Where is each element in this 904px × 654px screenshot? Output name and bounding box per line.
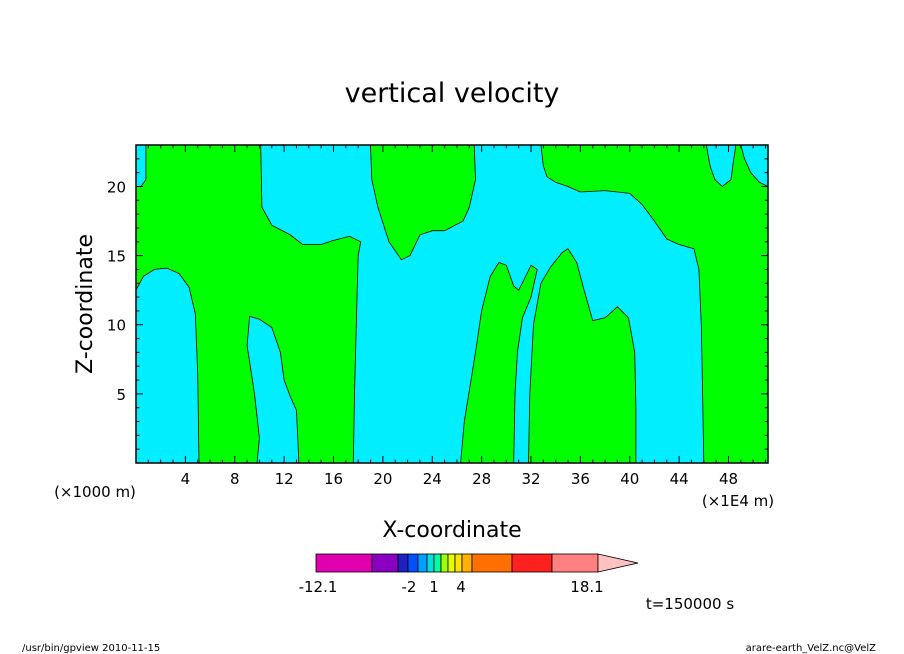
colorbar-swatch bbox=[454, 553, 463, 573]
colorbar-swatch bbox=[371, 553, 399, 573]
footer-right: arare-earth_VelZ.nc@VelZ bbox=[746, 643, 877, 654]
colorbar-tick-label: 4 bbox=[456, 578, 466, 596]
contour-region-2 bbox=[370, 144, 476, 261]
x-tick-label: 44 bbox=[670, 470, 689, 488]
y-tick-label: 15 bbox=[107, 248, 126, 266]
x-tick-label: 36 bbox=[571, 470, 590, 488]
x-tick-label: 8 bbox=[230, 470, 240, 488]
x-tick-label: 12 bbox=[275, 470, 294, 488]
y-tick-label: 5 bbox=[116, 386, 126, 404]
colorbar-swatch bbox=[433, 553, 442, 573]
contour-region-4 bbox=[528, 248, 637, 464]
x-ticks: 4 8 12 16 20 24 28 32 36 40 44 48 bbox=[147, 145, 767, 488]
chart-title: vertical velocity bbox=[345, 78, 560, 109]
contour-region-5 bbox=[540, 144, 769, 464]
x-tick-label: 28 bbox=[472, 470, 491, 488]
contour-regions bbox=[135, 144, 769, 464]
contour-region-3 bbox=[460, 262, 538, 464]
colorbar-tick-label: 1 bbox=[429, 578, 439, 596]
y-ticks: 5 10 15 20 bbox=[107, 158, 768, 450]
colorbar-tick-label: 18.1 bbox=[570, 578, 603, 596]
colorbar-swatch bbox=[426, 553, 435, 573]
plot-frame bbox=[135, 144, 769, 464]
x-unit-right: (×1E4 m) bbox=[702, 492, 774, 510]
x-unit-left: (×1000 m) bbox=[54, 483, 136, 501]
colorbar-swatch bbox=[511, 553, 553, 573]
colorbar-labels: -12.1 -2 1 4 18.1 bbox=[299, 578, 604, 596]
colorbar-swatch bbox=[440, 553, 449, 573]
colorbar-swatch bbox=[315, 553, 373, 573]
colorbar-swatch bbox=[417, 553, 428, 573]
colorbar bbox=[315, 553, 639, 573]
x-tick-label: 16 bbox=[324, 470, 343, 488]
colorbar-swatch bbox=[471, 553, 513, 573]
colorbar-swatch bbox=[447, 553, 456, 573]
colorbar-swatch bbox=[461, 553, 473, 573]
colorbar-tick-label: -12.1 bbox=[299, 578, 338, 596]
colorbar-swatch bbox=[551, 553, 599, 573]
x-axis-label: X-coordinate bbox=[382, 518, 521, 543]
y-tick-label: 20 bbox=[107, 178, 126, 196]
colorbar-swatch bbox=[407, 553, 419, 573]
x-tick-label: 4 bbox=[181, 470, 191, 488]
x-tick-label: 24 bbox=[423, 470, 442, 488]
y-axis-label: Z-coordinate bbox=[73, 234, 98, 374]
x-tick-label: 32 bbox=[521, 470, 540, 488]
y-tick-label: 10 bbox=[107, 317, 126, 335]
x-tick-label: 48 bbox=[719, 470, 738, 488]
time-label: t=150000 s bbox=[646, 595, 734, 613]
colorbar-arrow bbox=[597, 553, 639, 573]
contour-region-1 bbox=[135, 144, 362, 464]
colorbar-swatch bbox=[397, 553, 409, 573]
x-tick-label: 20 bbox=[373, 470, 392, 488]
footer-left: /usr/bin/gpview 2010-11-15 bbox=[22, 643, 160, 654]
colorbar-tick-label: -2 bbox=[402, 578, 417, 596]
x-tick-label: 40 bbox=[620, 470, 639, 488]
